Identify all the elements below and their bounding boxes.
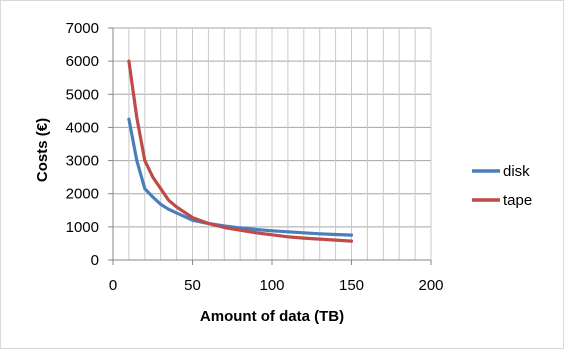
x-axis-title: Amount of data (TB) (200, 308, 344, 325)
y-tick-label: 3000 (66, 153, 99, 170)
x-tick-label: 0 (109, 277, 117, 294)
x-tick-label: 100 (259, 277, 284, 294)
y-axis-title: Costs (€) (34, 118, 51, 182)
x-tick-label: 200 (418, 277, 443, 294)
y-tick-label: 7000 (66, 20, 99, 37)
legend: disk tape (472, 163, 532, 209)
y-tick-label: 6000 (66, 53, 99, 70)
y-tick-label: 4000 (66, 119, 99, 136)
x-tick-label: 50 (184, 277, 201, 294)
y-tick-label: 0 (91, 252, 99, 269)
legend-label-tape: tape (503, 192, 532, 209)
y-tick-label: 5000 (66, 86, 99, 103)
legend-label-disk: disk (503, 163, 530, 180)
y-tick-label: 1000 (66, 219, 99, 236)
x-tick-label: 150 (339, 277, 364, 294)
series-line-tape (127, 59, 354, 243)
y-tick-label: 2000 (66, 186, 99, 203)
